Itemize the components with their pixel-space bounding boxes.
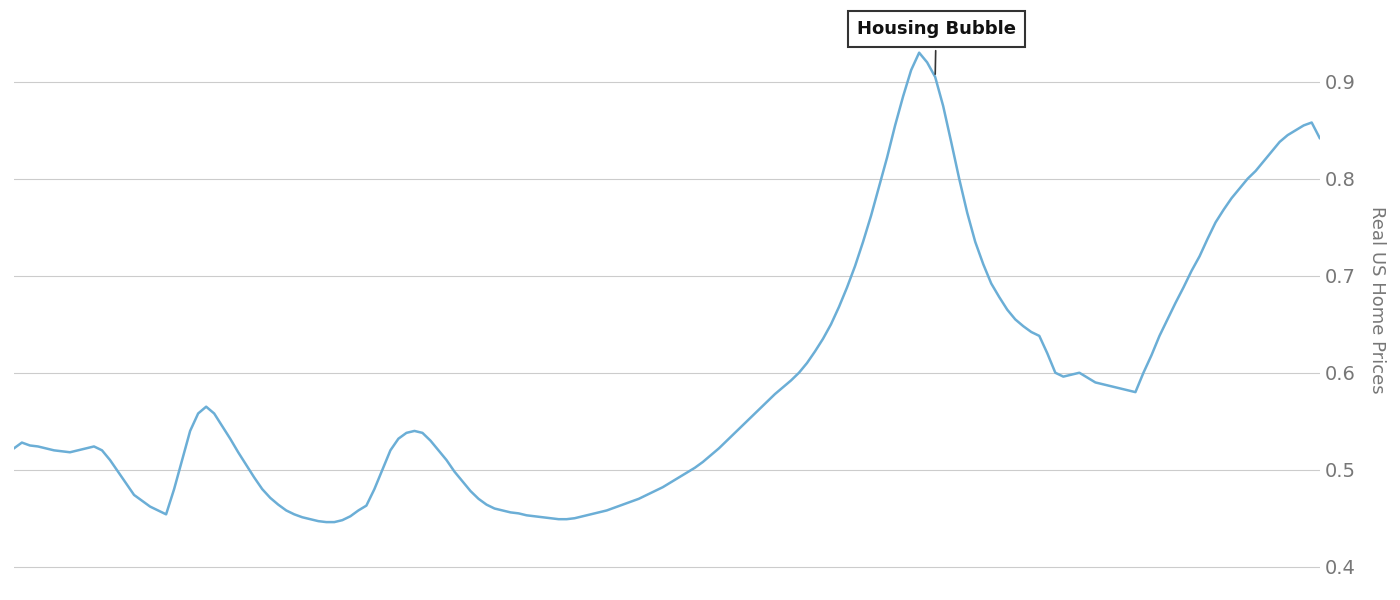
Y-axis label: Real US Home Prices: Real US Home Prices: [1368, 206, 1386, 394]
Text: Housing Bubble: Housing Bubble: [857, 20, 1015, 74]
